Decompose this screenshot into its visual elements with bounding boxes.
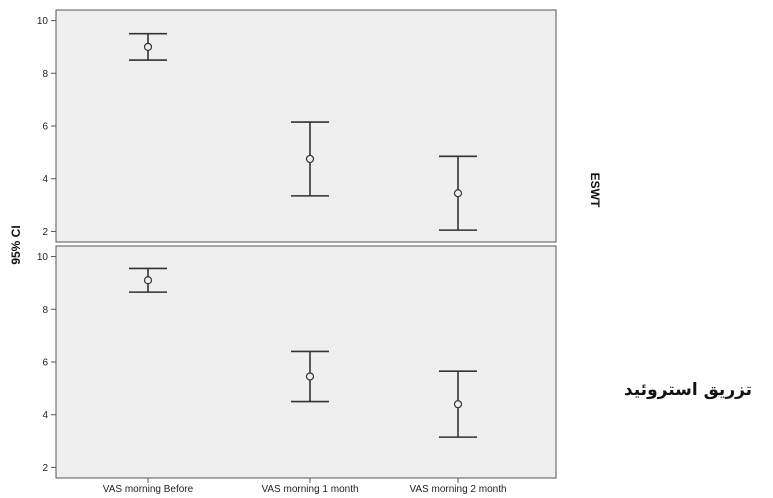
y-axis-label: 95% CI: [9, 225, 23, 264]
error-bar: [439, 155, 477, 231]
mean-point: [453, 189, 463, 198]
y-tick-label: 2: [42, 227, 48, 238]
x-tick-label: VAS morning Before: [103, 484, 194, 495]
y-tick-label: 4: [42, 410, 48, 421]
panel-frame: [55, 245, 557, 479]
y-tick-label: 10: [37, 16, 49, 27]
panel-1: 2 4 6 8 10 ESWT: [37, 9, 602, 243]
panel-frame: [55, 9, 557, 243]
error-bar: [291, 121, 329, 197]
error-bar: [439, 370, 477, 438]
panels-layer: 2 4 6 8 10 ESWT 2 4 6 8 10 تزریق استروئید: [37, 9, 752, 479]
error-bar: [291, 350, 329, 403]
panel-label: تزریق استروئید: [624, 380, 752, 400]
y-tick-label: 6: [42, 122, 48, 133]
y-tick-label: 6: [42, 358, 48, 369]
x-axis-tick-labels: VAS morning Before VAS morning 1 month VAS…: [103, 478, 507, 495]
x-tick-label: VAS morning 1 month: [261, 484, 358, 495]
mean-point: [143, 276, 153, 285]
y-tick-label: 8: [42, 69, 48, 80]
mean-point: [143, 42, 153, 52]
error-bar: [129, 32, 167, 61]
y-tick-label: 4: [42, 174, 48, 185]
mean-point: [305, 154, 315, 164]
mean-point: [305, 372, 315, 381]
y-tick-label: 8: [42, 305, 48, 316]
y-tick-label: 2: [42, 463, 48, 474]
panel-label: ESWT: [588, 173, 602, 208]
panel-2: 2 4 6 8 10 تزریق استروئید: [37, 245, 752, 479]
mean-point: [453, 400, 463, 409]
error-bar: [129, 267, 167, 293]
x-tick-label: VAS morning 2 month: [409, 484, 506, 495]
y-tick-label: 10: [37, 252, 49, 263]
